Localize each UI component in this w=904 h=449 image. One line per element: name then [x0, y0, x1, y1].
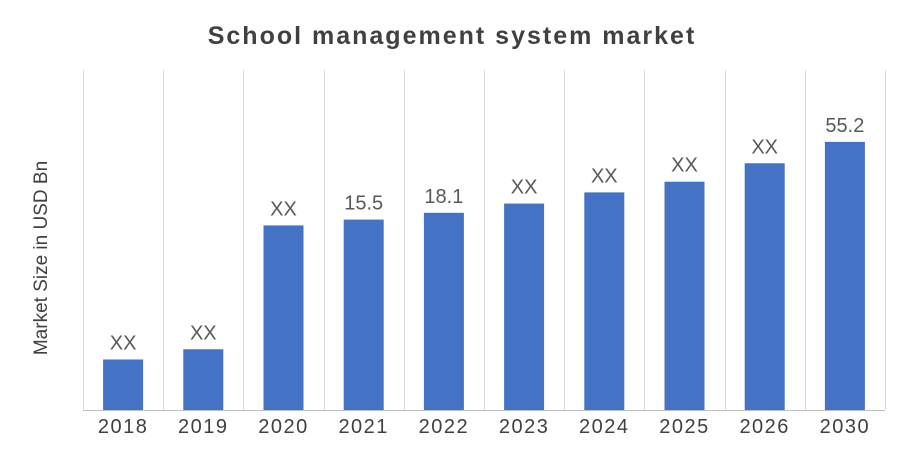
bar-2021 [343, 219, 384, 410]
x-tick-label-2026: 2026 [739, 416, 790, 438]
bar-2022 [423, 212, 464, 410]
x-tick-label-2030: 2030 [820, 416, 871, 438]
bar-2019 [183, 349, 224, 410]
data-label-2018: XX [110, 332, 137, 354]
x-tick-label-2020: 2020 [258, 416, 309, 438]
x-tick-label-2019: 2019 [178, 416, 229, 438]
x-tick-label-2021: 2021 [338, 416, 389, 438]
x-tick-label-2023: 2023 [499, 416, 550, 438]
bar-2023 [504, 203, 545, 410]
bar-2026 [744, 163, 785, 410]
data-label-2024: XX [591, 165, 618, 187]
bar-2030 [824, 141, 865, 410]
data-label-2023: XX [511, 177, 538, 199]
bar-2020 [263, 225, 304, 410]
bar-2018 [103, 359, 144, 410]
data-label-2022: 18.1 [424, 186, 463, 208]
x-tick-label-2024: 2024 [579, 416, 630, 438]
data-label-2021: 15.5 [344, 193, 383, 215]
data-label-2025: XX [671, 155, 698, 177]
bar-2024 [584, 192, 625, 410]
data-label-2020: XX [270, 198, 297, 220]
data-label-2030: 55.2 [825, 115, 864, 137]
x-tick-label-2022: 2022 [419, 416, 470, 438]
data-label-2026: XX [751, 136, 778, 158]
x-tick-label-2025: 2025 [659, 416, 710, 438]
chart-title: School management system market [207, 22, 697, 50]
bar-2025 [664, 181, 705, 410]
data-label-2019: XX [190, 322, 217, 344]
x-tick-label-2018: 2018 [98, 416, 149, 438]
